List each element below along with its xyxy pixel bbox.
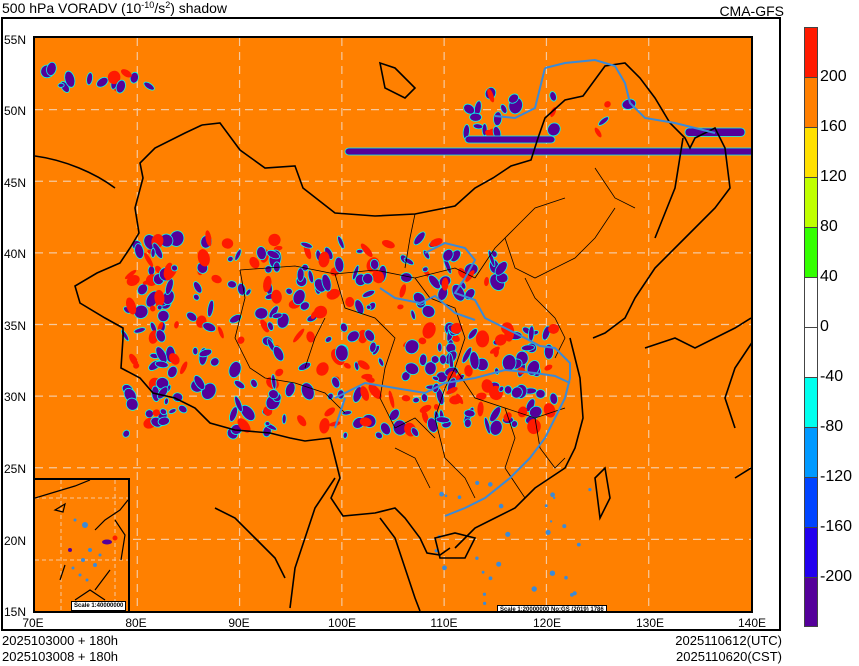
title-exponent-2: 2: [165, 0, 171, 10]
colorbar-tick-label: -200: [820, 568, 853, 585]
lon-label: 70E: [22, 616, 44, 630]
vorticity-advection-map: Scale 1:20000000 No:GS (2019) 1786: [35, 38, 751, 611]
colorbar-bin: [804, 327, 818, 377]
map-area: Scale 1:20000000 No:GS (2019) 1786: [33, 36, 753, 613]
lon-label: 140E: [737, 616, 767, 630]
inset-map: [35, 480, 128, 611]
model-name: CMA-GFS: [719, 3, 784, 19]
colorbar-bin: [804, 577, 818, 627]
country-borders: [35, 61, 751, 611]
inset-scale-label: Scale 1:40000000: [71, 601, 127, 611]
init-time-cst: 2025103008 + 180h: [2, 649, 119, 664]
init-time-utc: 2025103000 + 180h: [2, 633, 119, 648]
lat-label: 15N: [4, 605, 27, 619]
colorbar-bin: [804, 177, 818, 227]
shaded-field: [40, 61, 751, 610]
colorbar-tick-label: 200: [820, 68, 847, 85]
title-prefix: 500 hPa VORADV (10: [2, 0, 142, 16]
lat-label: 45N: [4, 176, 27, 190]
chart-title: 500 hPa VORADV (10-10/s2) shadow: [2, 0, 227, 16]
lat-label: 50N: [4, 104, 27, 118]
lon-label: 80E: [125, 616, 147, 630]
lat-label: 30N: [4, 390, 27, 404]
title-unit: /s: [154, 0, 166, 16]
main-scale-label: Scale 1:20000000 No:GS (2019) 1786: [497, 605, 607, 611]
title-exponent: -10: [141, 0, 155, 10]
plot-frame: [1, 17, 781, 631]
lon-label: 100E: [327, 616, 357, 630]
colorbar-bin: [804, 427, 818, 477]
colorbar-bin: [804, 527, 818, 577]
colorbar-tick-label: -160: [820, 518, 853, 535]
graticule: [35, 38, 751, 611]
province-borders: [234, 167, 636, 499]
colorbar-tick-label: 160: [820, 118, 847, 135]
lon-label: 120E: [532, 616, 562, 630]
lat-label: 20N: [4, 534, 27, 548]
lon-label: 130E: [635, 616, 665, 630]
lat-label: 35N: [4, 319, 27, 333]
lat-label: 40N: [4, 247, 27, 261]
colorbar: [804, 27, 818, 627]
colorbar-bin: [804, 377, 818, 427]
valid-time-utc: 2025110612(UTC): [675, 633, 782, 648]
title-suffix: ) shadow: [170, 0, 228, 16]
colorbar-tick-label: 120: [820, 168, 847, 185]
lon-label: 90E: [228, 616, 250, 630]
colorbar-tick-label: -40: [820, 368, 844, 385]
colorbar-bin: [804, 127, 818, 177]
colorbar-bin: [804, 227, 818, 277]
colorbar-bin: [804, 277, 818, 327]
colorbar-tick-label: -80: [820, 418, 844, 435]
colorbar-tick-label: 80: [820, 218, 838, 235]
rivers-coastline: [334, 58, 716, 517]
colorbar-tick-label: 0: [820, 318, 829, 335]
colorbar-bin: [804, 77, 818, 127]
colorbar-tick-label: 40: [820, 268, 838, 285]
lat-label: 25N: [4, 462, 27, 476]
colorbar-bin: [804, 477, 818, 527]
lat-label: 55N: [4, 33, 27, 47]
colorbar-bin: [804, 27, 818, 77]
colorbar-tick-label: -120: [820, 468, 853, 485]
south-china-sea-inset: Scale 1:40000000: [33, 478, 130, 613]
lon-label: 110E: [430, 616, 458, 630]
valid-time-cst: 2025110620(CST): [676, 649, 782, 664]
